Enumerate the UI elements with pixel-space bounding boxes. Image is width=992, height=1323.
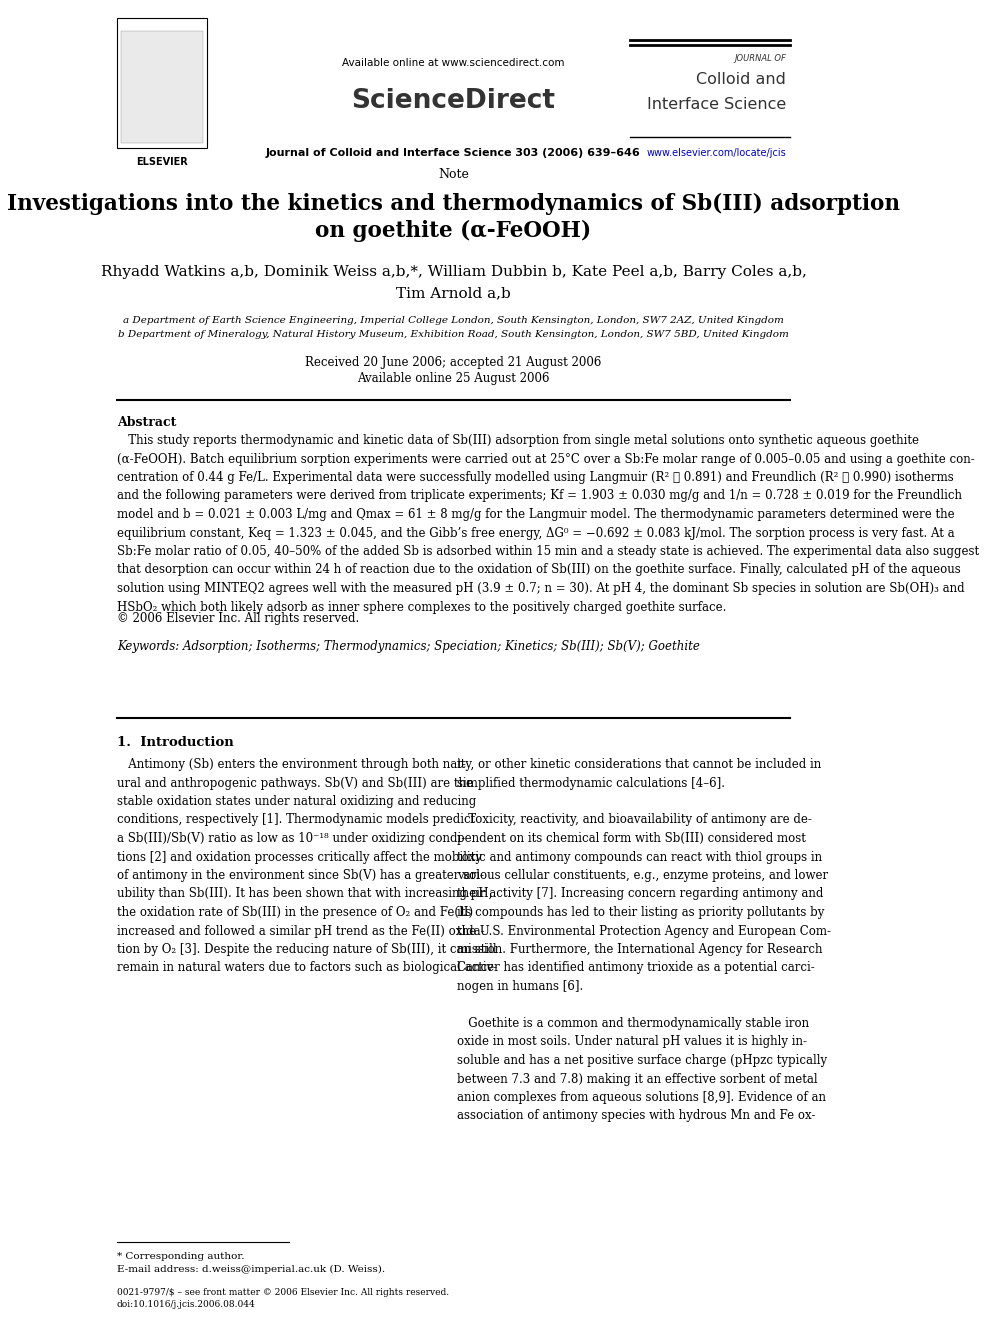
Text: Antimony (Sb) enters the environment through both nat-
ural and anthropogenic pa: Antimony (Sb) enters the environment thr… <box>117 758 497 975</box>
Text: Rhyadd Watkins a,b, Dominik Weiss a,b,*, William Dubbin b, Kate Peel a,b, Barry : Rhyadd Watkins a,b, Dominik Weiss a,b,*,… <box>100 265 806 279</box>
Text: ELSEVIER: ELSEVIER <box>136 157 187 167</box>
Text: Interface Science: Interface Science <box>647 97 786 112</box>
Bar <box>117 19 207 148</box>
Text: b Department of Mineralogy, Natural History Museum, Exhibition Road, South Kensi: b Department of Mineralogy, Natural Hist… <box>118 329 789 339</box>
Text: on goethite (α-FeOOH): on goethite (α-FeOOH) <box>315 220 591 242</box>
Text: Colloid and: Colloid and <box>696 71 786 87</box>
Text: Tim Arnold a,b: Tim Arnold a,b <box>396 286 511 300</box>
Text: ScienceDirect: ScienceDirect <box>351 89 556 114</box>
Text: * Corresponding author.: * Corresponding author. <box>117 1252 244 1261</box>
Text: Note: Note <box>438 168 469 181</box>
Text: Keywords: Adsorption; Isotherms; Thermodynamics; Speciation; Kinetics; Sb(III); : Keywords: Adsorption; Isotherms; Thermod… <box>117 640 699 654</box>
Text: Received 20 June 2006; accepted 21 August 2006: Received 20 June 2006; accepted 21 Augus… <box>306 356 602 369</box>
Text: E-mail address: d.weiss@imperial.ac.uk (D. Weiss).: E-mail address: d.weiss@imperial.ac.uk (… <box>117 1265 385 1274</box>
Text: © 2006 Elsevier Inc. All rights reserved.: © 2006 Elsevier Inc. All rights reserved… <box>117 613 359 624</box>
Text: 0021-9797/$ – see front matter © 2006 Elsevier Inc. All rights reserved.: 0021-9797/$ – see front matter © 2006 El… <box>117 1289 449 1297</box>
Text: ity, or other kinetic considerations that cannot be included in
simplified therm: ity, or other kinetic considerations tha… <box>457 758 831 1122</box>
Text: Available online at www.sciencedirect.com: Available online at www.sciencedirect.co… <box>342 58 564 67</box>
Text: JOURNAL OF: JOURNAL OF <box>734 54 786 64</box>
Text: Abstract: Abstract <box>117 415 177 429</box>
Text: www.elsevier.com/locate/jcis: www.elsevier.com/locate/jcis <box>647 148 786 157</box>
Text: Investigations into the kinetics and thermodynamics of Sb(III) adsorption: Investigations into the kinetics and the… <box>7 193 900 216</box>
Text: This study reports thermodynamic and kinetic data of Sb(III) adsorption from sin: This study reports thermodynamic and kin… <box>117 434 979 614</box>
Text: doi:10.1016/j.jcis.2006.08.044: doi:10.1016/j.jcis.2006.08.044 <box>117 1301 256 1308</box>
Text: Journal of Colloid and Interface Science 303 (2006) 639–646: Journal of Colloid and Interface Science… <box>266 148 641 157</box>
Bar <box>121 30 203 143</box>
Text: 1.  Introduction: 1. Introduction <box>117 736 234 749</box>
Text: Available online 25 August 2006: Available online 25 August 2006 <box>357 372 550 385</box>
Text: a Department of Earth Science Engineering, Imperial College London, South Kensin: a Department of Earth Science Engineerin… <box>123 316 784 325</box>
